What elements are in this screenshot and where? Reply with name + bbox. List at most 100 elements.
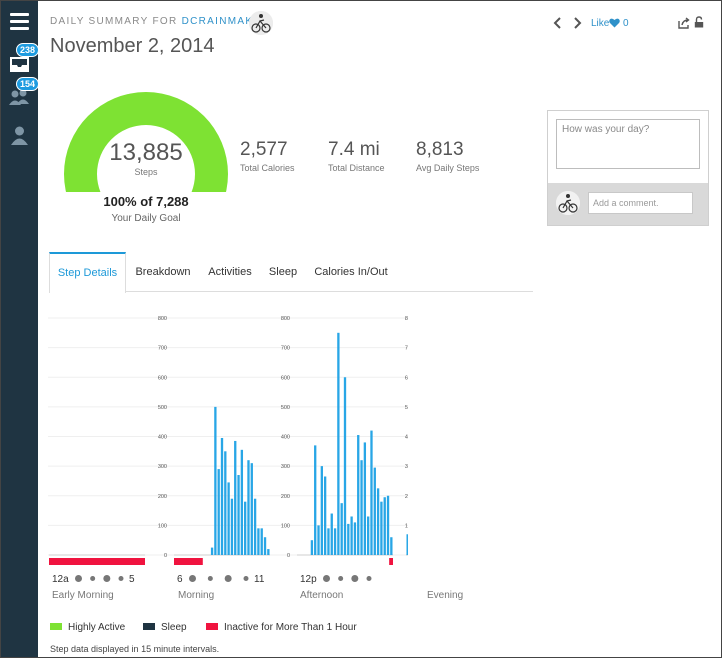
time-tick-dot	[189, 575, 196, 582]
y-tick-label: 700	[405, 346, 408, 352]
goal-label: Your Daily Goal	[111, 213, 181, 224]
friends-badge: 154	[16, 77, 40, 91]
sidebar: 238 154	[1, 1, 40, 657]
step-bar	[237, 475, 240, 555]
sidebar-item-inbox[interactable]: 238	[1, 43, 40, 79]
step-details-chart: 12a 5 0 100 200 300 400 500 600 700 800 6 11 0 100 200 3…	[48, 316, 408, 585]
step-bar	[373, 467, 376, 555]
step-bar	[220, 437, 224, 555]
stat-total-calories: 2,577 Total Calories	[240, 139, 295, 173]
legend-sleep: Sleep	[143, 622, 187, 633]
tab-calories-in-out[interactable]: Calories In/Out	[314, 266, 388, 278]
step-bar	[244, 501, 247, 555]
step-bar	[314, 445, 317, 555]
y-tick-label: 800	[281, 316, 290, 322]
step-bar	[267, 549, 270, 555]
stat-label: Total Calories	[240, 163, 295, 173]
time-tick-end: 5	[129, 574, 135, 585]
comment-bar	[548, 183, 708, 225]
y-tick-label: 500	[158, 405, 167, 411]
step-bar	[343, 377, 347, 555]
gauge-fill-arc	[64, 92, 228, 192]
day-note-input[interactable]	[556, 119, 700, 169]
step-bar	[320, 466, 323, 555]
daily-goal-gauge	[64, 92, 228, 192]
tab-breakdown[interactable]: Breakdown	[135, 266, 191, 278]
step-bar	[217, 469, 220, 555]
inbox-icon	[10, 57, 29, 72]
step-bar	[263, 537, 267, 555]
step-bar	[227, 482, 230, 555]
time-tick-start: 12a	[52, 574, 69, 585]
step-bar	[363, 442, 367, 555]
next-day-icon[interactable]	[570, 16, 584, 30]
previous-day-icon[interactable]	[551, 16, 565, 30]
legend-label: Inactive for More Than 1 Hour	[224, 622, 357, 633]
step-bar	[386, 495, 390, 555]
y-tick-label: 300	[158, 464, 167, 470]
step-bar	[406, 534, 408, 555]
step-bar	[347, 523, 350, 555]
y-tick-label: 700	[281, 346, 290, 352]
y-tick-label: 800	[158, 316, 167, 322]
y-tick-label: 200	[281, 494, 290, 500]
lock-icon[interactable]	[694, 16, 704, 28]
legend-label: Sleep	[161, 622, 187, 633]
step-bar	[317, 525, 320, 555]
y-tick-label: 400	[405, 435, 408, 441]
panel-label-early-morning: Early Morning	[52, 590, 114, 601]
y-tick-label: 600	[405, 375, 408, 381]
sidebar-item-profile[interactable]	[1, 121, 38, 151]
stat-label: Avg Daily Steps	[416, 163, 480, 173]
legend-swatch	[143, 623, 155, 630]
panel-label-evening: Evening	[427, 590, 464, 601]
user-avatar[interactable]	[249, 11, 273, 35]
step-bar	[350, 516, 353, 555]
summary-heading: DAILY SUMMARY FOR DCRAINMAKER	[50, 16, 270, 27]
time-tick-start: 6	[177, 574, 183, 585]
like-count[interactable]: 0	[623, 18, 629, 29]
stat-avg-daily-steps: 8,813 Avg Daily Steps	[416, 139, 479, 173]
hamburger-bar	[10, 20, 29, 23]
page-title: November 2, 2014	[50, 35, 215, 57]
step-bar	[257, 528, 260, 555]
time-tick-dot	[103, 575, 111, 582]
menu-button[interactable]	[1, 11, 38, 41]
tab-activities[interactable]: Activities	[208, 266, 252, 278]
goal-percentage: 100% of 7,288	[103, 194, 189, 209]
legend-label: Highly Active	[68, 622, 126, 633]
step-bar	[310, 540, 314, 555]
tab-sleep[interactable]: Sleep	[268, 266, 298, 278]
y-tick-label: 300	[405, 464, 408, 470]
heart-icon[interactable]	[609, 18, 620, 28]
hamburger-bar	[10, 27, 29, 30]
step-bar	[327, 528, 330, 555]
step-bar	[323, 476, 327, 555]
y-tick-label: 500	[405, 405, 408, 411]
step-bar	[357, 435, 360, 555]
y-tick-label: 400	[281, 435, 290, 441]
username-link[interactable]: DCRAINMAKER	[181, 16, 270, 27]
sidebar-item-friends[interactable]: 154	[1, 77, 40, 113]
y-tick-label: 300	[281, 464, 290, 470]
legend-swatch	[50, 623, 62, 630]
y-tick-label: 400	[158, 435, 167, 441]
friends-icon	[9, 89, 29, 105]
interval-footnote: Step data displayed in 15 minute interva…	[50, 644, 220, 654]
panel-label-morning: Morning	[178, 590, 215, 601]
tab-step-details[interactable]: Step Details	[49, 252, 126, 293]
stat-label: Total Distance	[328, 163, 385, 173]
step-bar	[370, 430, 373, 555]
step-bar	[367, 516, 370, 555]
y-tick-label: 600	[281, 375, 290, 381]
comment-input[interactable]	[588, 192, 693, 214]
share-icon[interactable]	[678, 17, 690, 29]
legend-swatch	[206, 623, 218, 630]
time-tick-dot	[366, 576, 372, 581]
like-button[interactable]: Like	[591, 18, 610, 29]
step-bar	[337, 332, 340, 555]
stat-value: 8,813	[416, 139, 464, 160]
steps-label: Steps	[134, 167, 158, 177]
time-tick-dot	[207, 576, 213, 581]
stat-value: 7.4 mi	[328, 139, 380, 160]
